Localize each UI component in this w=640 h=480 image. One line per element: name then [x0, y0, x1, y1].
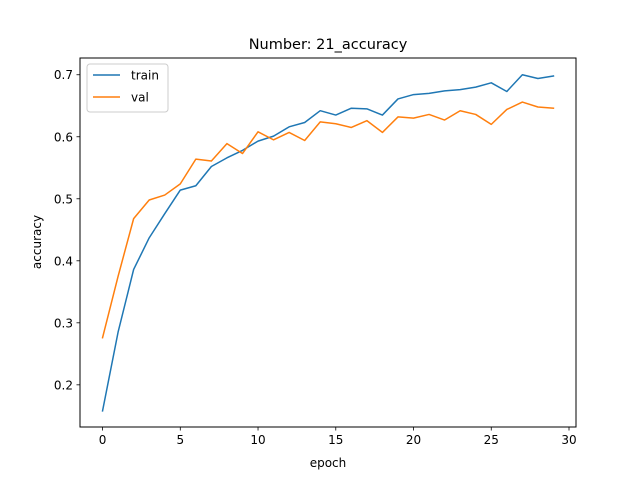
series-line-train — [101, 73, 555, 412]
plot-lines — [101, 73, 555, 412]
x-tick-label: 5 — [176, 433, 184, 447]
y-axis: 0.2 0.3 0.4 0.5 0.6 0.7 — [54, 68, 80, 392]
x-tick-label: 30 — [561, 433, 576, 447]
y-tick-label: 0.2 — [54, 378, 73, 392]
x-tick-label: 25 — [484, 433, 499, 447]
y-tick-label: 0.4 — [54, 254, 73, 268]
legend-label-val: val — [131, 91, 149, 105]
y-tick-label: 0.5 — [54, 192, 73, 206]
x-tick-label: 15 — [328, 433, 343, 447]
y-tick-label: 0.7 — [54, 68, 73, 82]
legend: train val — [86, 63, 169, 113]
x-tick-label: 0 — [99, 433, 107, 447]
x-axis: 0 5 10 15 20 25 30 — [99, 427, 577, 447]
series-line-val — [101, 101, 555, 339]
y-tick-label: 0.6 — [54, 130, 73, 144]
plot-frame — [79, 57, 577, 428]
legend-box — [86, 63, 169, 113]
y-axis-label: accuracy — [30, 215, 44, 269]
y-tick-label: 0.3 — [54, 316, 73, 330]
legend-label-train: train — [131, 69, 159, 83]
x-axis-label: epoch — [310, 456, 347, 470]
x-tick-label: 20 — [406, 433, 421, 447]
chart-title: Number: 21_accuracy — [249, 37, 408, 53]
x-tick-label: 10 — [250, 433, 265, 447]
